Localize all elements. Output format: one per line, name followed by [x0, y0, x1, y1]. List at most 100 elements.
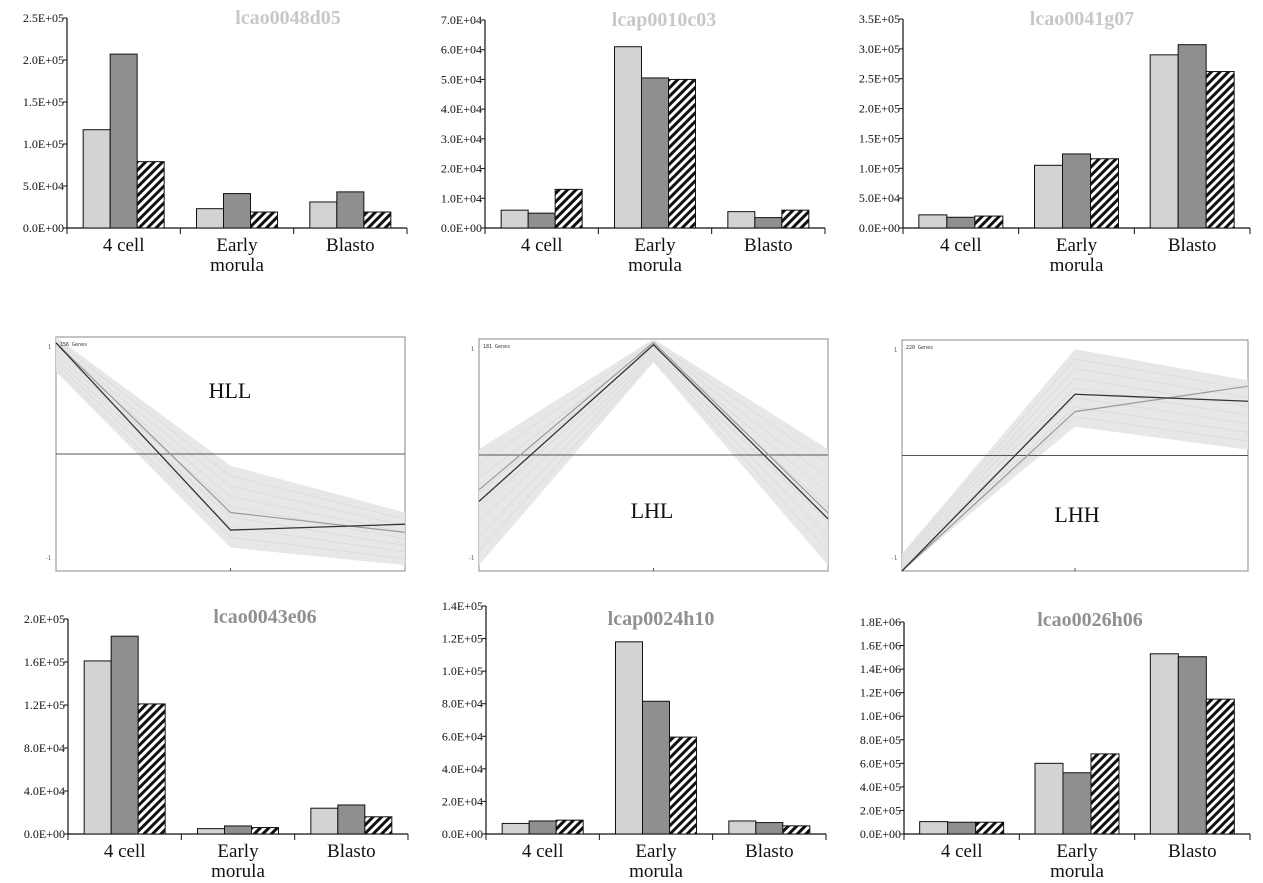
bar: [196, 208, 224, 229]
chart-title: lcao0026h06: [1037, 609, 1143, 631]
bar: [363, 211, 392, 229]
bar: [555, 819, 584, 835]
bar: [615, 641, 643, 835]
bar: [918, 214, 948, 229]
gene-profile-line: [901, 368, 1249, 559]
y-tick-label: 0.0E+00: [23, 221, 64, 235]
bar: [641, 77, 669, 229]
bar: [137, 703, 166, 835]
bar: [614, 46, 642, 229]
category-label: Early: [635, 841, 677, 862]
bar: [528, 820, 557, 835]
bar: [337, 804, 366, 835]
y-tick-label: 6.0E+04: [441, 43, 482, 57]
y-tick-label: 1.4E+05: [442, 599, 483, 613]
chart-title: lcao0048d05: [235, 7, 341, 29]
bar: [1205, 698, 1235, 835]
gene-count-label: 220 Genes: [906, 345, 933, 351]
y-tick-bottom: -1: [45, 555, 51, 561]
bar: [947, 821, 977, 835]
bar: [197, 828, 225, 835]
bar: [82, 129, 111, 229]
category-label: 4 cell: [103, 235, 145, 256]
gene-count-label: 156 Genes: [60, 342, 87, 348]
median-profile-line: [478, 341, 829, 514]
bar: [642, 700, 670, 835]
y-tick-label: 4.0E+04: [441, 102, 482, 116]
y-tick-label: 6.0E+05: [860, 756, 901, 770]
profile-band: [902, 349, 1248, 571]
y-tick-label: 0.0E+00: [860, 827, 901, 841]
bar-chart-panel: lcao0043e06 0.0E+00 4.0E+04 8.0E+04 1.2E+05 1…: [24, 606, 409, 882]
y-tick-label: 6.0E+04: [442, 729, 483, 743]
category-label: morula: [629, 861, 683, 882]
bar: [336, 191, 365, 229]
y-tick-label: 1.0E+05: [859, 161, 900, 175]
gene-profile-line: [901, 406, 1249, 567]
bar-chart-panel: lcap0010c03 0.0E+00 1.0E+04 2.0E+04 3.0E+04 4…: [441, 9, 826, 276]
bar: [754, 217, 783, 229]
chart-title: lcao0043e06: [213, 606, 316, 628]
gene-profile-line: [478, 347, 829, 493]
y-tick-label: 3.0E+04: [441, 132, 482, 146]
bar: [1062, 772, 1092, 835]
gene-profile-line: [478, 355, 829, 537]
y-tick-top: 1: [894, 348, 897, 354]
bar-chart-panel: lcao0041g07 0.0E+00 5.0E+04 1.0E+05 1.5E+05 2…: [859, 8, 1251, 276]
y-tick-label: 4.0E+04: [442, 762, 483, 776]
bar: [224, 825, 252, 835]
y-tick-label: 5.0E+04: [859, 191, 900, 205]
bar: [1177, 656, 1207, 835]
category-label: morula: [210, 255, 264, 276]
bar: [309, 201, 338, 229]
y-tick-label: 3.5E+05: [859, 12, 900, 26]
y-tick-label: 1.2E+05: [24, 698, 65, 712]
bar: [1205, 71, 1235, 229]
y-tick-label: 2.0E+04: [442, 794, 483, 808]
y-tick-label: 5.0E+04: [23, 179, 64, 193]
category-label: Blasto: [326, 235, 375, 256]
bar: [110, 635, 139, 835]
y-tick-label: 1.0E+04: [441, 191, 482, 205]
category-label: 4 cell: [522, 841, 564, 862]
category-label: Early: [1056, 841, 1098, 862]
y-tick-label: 1.5E+05: [859, 131, 900, 145]
bar-chart-panel: lcao0026h06 0.0E+00 2.0E+05 4.0E+05 6.0E+05 8…: [860, 609, 1251, 882]
bar: [251, 827, 279, 835]
y-tick-label: 1.0E+05: [442, 664, 483, 678]
y-tick-label: 2.0E+04: [441, 162, 482, 176]
y-tick-label: 7.0E+04: [441, 13, 482, 27]
bar: [1034, 164, 1063, 229]
y-tick-top: 1: [471, 347, 474, 353]
gene-profile-line: [478, 353, 829, 522]
bar: [501, 822, 530, 835]
y-tick-bottom: -1: [468, 555, 474, 561]
category-label: Blasto: [745, 841, 794, 862]
bar: [1090, 753, 1120, 835]
bar-chart-panel: lcap0024h10 0.0E+00 2.0E+04 4.0E+04 6.0E+04 8…: [442, 599, 827, 882]
y-tick-label: 2.0E+05: [860, 803, 901, 817]
category-label: morula: [1050, 861, 1104, 882]
y-tick-label: 0.0E+00: [441, 221, 482, 235]
category-label: Early: [1056, 235, 1098, 256]
y-tick-label: 4.0E+04: [24, 784, 65, 798]
bar: [1062, 153, 1091, 229]
bar: [1149, 653, 1179, 835]
bar: [975, 821, 1005, 835]
y-tick-label: 1.0E+05: [23, 137, 64, 151]
y-tick-label: 2.0E+05: [23, 53, 64, 67]
bar: [669, 736, 697, 835]
category-label: Blasto: [1168, 235, 1217, 256]
category-label: morula: [1050, 255, 1104, 276]
bar: [109, 53, 138, 229]
bar: [1090, 158, 1119, 229]
y-tick-label: 0.0E+00: [24, 827, 65, 841]
category-label: Blasto: [744, 235, 793, 256]
category-label: Early: [216, 235, 258, 256]
y-tick-top: 1: [48, 345, 51, 351]
bar: [974, 215, 1004, 229]
y-tick-label: 0.0E+00: [859, 221, 900, 235]
gene-profile-line: [55, 363, 406, 553]
y-tick-label: 2.5E+05: [23, 11, 64, 25]
bar: [83, 660, 112, 835]
